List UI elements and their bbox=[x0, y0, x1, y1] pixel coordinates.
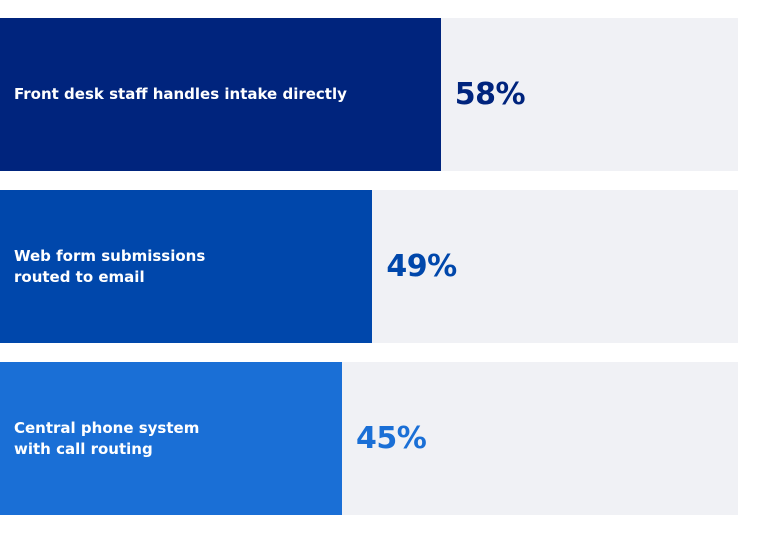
value-label: 58% bbox=[454, 77, 526, 112]
value-label: 49% bbox=[386, 249, 457, 284]
bar-track: Central phone system with call routing 45% bbox=[0, 362, 738, 515]
value-label: 45% bbox=[356, 421, 427, 456]
category-label: Web form submissions routed to email bbox=[14, 190, 205, 343]
category-label: Central phone system with call routing bbox=[14, 362, 199, 515]
bar bbox=[0, 190, 373, 343]
category-label-line: Web form submissions bbox=[14, 246, 206, 265]
bar-track: Front desk staff handles intake directly… bbox=[0, 18, 738, 171]
category-label-line: Front desk staff handles intake directly bbox=[14, 85, 347, 103]
bar-track: Web form submissions routed to email 49% bbox=[0, 190, 738, 343]
bar bbox=[0, 362, 342, 515]
bar bbox=[0, 18, 441, 171]
category-label: Front desk staff handles intake directly bbox=[14, 18, 347, 171]
category-label-line: with call routing bbox=[14, 439, 153, 458]
category-label-line: Central phone system bbox=[14, 418, 200, 437]
category-label-line: routed to email bbox=[14, 267, 145, 286]
